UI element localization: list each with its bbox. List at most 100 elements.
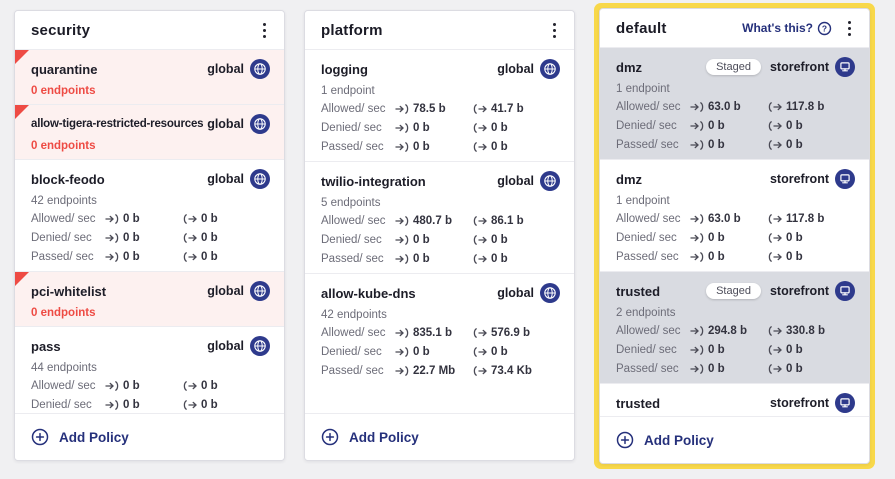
- policy-card[interactable]: dmz Staged storefront 1 endpoint Allowed…: [600, 48, 869, 159]
- add-policy-button[interactable]: Add Policy: [31, 428, 129, 446]
- stat-row: Allowed/ sec 78.5 b 41.7 b: [321, 99, 560, 118]
- policy-card[interactable]: twilio-integration global 5 endpoints Al…: [305, 161, 574, 273]
- policy-card[interactable]: dmz storefront 1 endpoint Allowed/ sec: [600, 159, 869, 271]
- stat-inbound-value: 0 b: [708, 119, 725, 132]
- inbound-arrow-icon: [395, 122, 409, 134]
- stat-outbound-value: 0 b: [786, 119, 803, 132]
- stat-inbound: 63.0 b: [690, 213, 768, 225]
- card-scope: global: [207, 281, 270, 301]
- globe-icon: [250, 281, 270, 301]
- scope-label: global: [207, 117, 244, 131]
- outbound-arrow-icon: [473, 327, 487, 339]
- outbound-arrow-icon: [768, 139, 782, 151]
- kebab-menu-icon[interactable]: [839, 16, 859, 40]
- stat-outbound-value: 0 b: [491, 233, 508, 246]
- kebab-menu-icon[interactable]: [254, 18, 274, 42]
- add-policy-button[interactable]: Add Policy: [321, 428, 419, 446]
- policy-card[interactable]: quarantine global 0 endpoints: [15, 50, 284, 104]
- kebab-menu-icon[interactable]: [544, 18, 564, 42]
- stat-outbound-value: 0 b: [786, 250, 803, 263]
- endpoints-count: 42 endpoints: [31, 195, 97, 207]
- inbound-arrow-icon: [690, 213, 704, 225]
- stat-inbound-value: 0 b: [708, 362, 725, 375]
- stat-outbound-value: 0 b: [786, 138, 803, 151]
- policy-card[interactable]: block-feodo global 42 endpoints Allowed/…: [15, 159, 284, 271]
- staged-badge: Staged: [706, 283, 761, 299]
- stat-label: Allowed/ sec: [616, 212, 681, 225]
- stat-outbound: 330.8 b: [768, 325, 825, 337]
- stat-outbound-value: 41.7 b: [491, 102, 524, 115]
- card-stats: Allowed/ sec 0 b 0 b Denied/ se: [31, 209, 270, 266]
- stat-outbound: 0 b: [183, 213, 218, 225]
- inbound-arrow-icon: [690, 232, 704, 244]
- globe-icon: [540, 171, 560, 191]
- card-stats: Allowed/ sec 0 b 0 b Denied/ se: [31, 376, 270, 413]
- inbound-arrow-icon: [105, 399, 119, 411]
- globe-icon: [540, 283, 560, 303]
- stat-outbound: 0 b: [768, 363, 803, 375]
- stat-inbound-value: 480.7 b: [413, 214, 452, 227]
- outbound-arrow-icon: [183, 213, 197, 225]
- card-stats: Allowed/ sec 63.0 b 117.8 b Den: [616, 209, 855, 266]
- policy-card[interactable]: pci-whitelist global 0 endpoints: [15, 271, 284, 326]
- column-title: platform: [321, 21, 383, 39]
- stat-outbound-value: 0 b: [201, 379, 218, 392]
- inbound-arrow-icon: [395, 327, 409, 339]
- stat-outbound-value: 330.8 b: [786, 324, 825, 337]
- stat-inbound: 0 b: [105, 380, 183, 392]
- stat-label: Passed/ sec: [321, 140, 384, 153]
- plus-circle-icon: [31, 428, 49, 446]
- stat-inbound-value: 0 b: [123, 379, 140, 392]
- scope-label: global: [207, 172, 244, 186]
- scope-label: global: [497, 286, 534, 300]
- stat-inbound: 63.0 b: [690, 101, 768, 113]
- stat-outbound-value: 0 b: [201, 212, 218, 225]
- card-title: block-feodo: [31, 171, 105, 187]
- card-title: pass: [31, 338, 61, 354]
- plus-circle-icon: [616, 431, 634, 449]
- policy-card[interactable]: pass global 44 endpoints Allowed/ sec: [15, 326, 284, 413]
- column-title: default: [616, 19, 667, 37]
- stat-outbound: 0 b: [473, 346, 508, 358]
- inbound-arrow-icon: [690, 120, 704, 132]
- inbound-arrow-icon: [690, 139, 704, 151]
- scope-label: storefront: [769, 172, 829, 186]
- policy-card[interactable]: allow-kube-dns global 42 endpoints Allow…: [305, 273, 574, 385]
- stat-inbound: 0 b: [395, 346, 473, 358]
- stat-inbound: 0 b: [690, 120, 768, 132]
- policy-card[interactable]: logging global 1 endpoint Allowed/ sec: [305, 50, 574, 161]
- column-title: security: [31, 21, 91, 39]
- inbound-arrow-icon: [105, 232, 119, 244]
- whats-this-link[interactable]: What's this? ?: [742, 21, 832, 36]
- stat-outbound-value: 0 b: [491, 140, 508, 153]
- stat-label: Denied/ sec: [321, 233, 382, 246]
- stat-inbound: 0 b: [395, 234, 473, 246]
- stat-inbound: 0 b: [395, 141, 473, 153]
- stat-inbound-value: 63.0 b: [708, 100, 741, 113]
- policy-column-default: default What's this? ? dmz Staged: [599, 8, 870, 464]
- stat-outbound: 86.1 b: [473, 215, 524, 227]
- policy-card[interactable]: trusted Staged storefront 2 endpoints Al…: [600, 271, 869, 383]
- card-title: trusted: [616, 283, 661, 299]
- stat-label: Denied/ sec: [31, 231, 92, 244]
- stat-label: Denied/ sec: [321, 345, 382, 358]
- stat-label: Passed/ sec: [321, 364, 384, 377]
- stat-outbound: 0 b: [473, 122, 508, 134]
- plus-circle-icon: [321, 428, 339, 446]
- scope-label: storefront: [769, 284, 829, 298]
- storefront-icon: [835, 281, 855, 301]
- inbound-arrow-icon: [690, 101, 704, 113]
- policy-card[interactable]: allow-tigera-restricted-resources global…: [15, 104, 284, 159]
- add-policy-button[interactable]: Add Policy: [616, 431, 714, 449]
- stat-label: Denied/ sec: [321, 121, 382, 134]
- card-title-row: logging global: [321, 58, 560, 80]
- globe-icon: [250, 59, 270, 79]
- stat-outbound: 0 b: [768, 139, 803, 151]
- inbound-arrow-icon: [395, 346, 409, 358]
- stat-label: Allowed/ sec: [616, 324, 681, 337]
- outbound-arrow-icon: [473, 215, 487, 227]
- stat-outbound: 0 b: [183, 399, 218, 411]
- policy-card[interactable]: trusted storefront: [600, 383, 869, 416]
- column-header-actions: What's this? ?: [742, 16, 859, 40]
- card-title: allow-kube-dns: [321, 285, 416, 301]
